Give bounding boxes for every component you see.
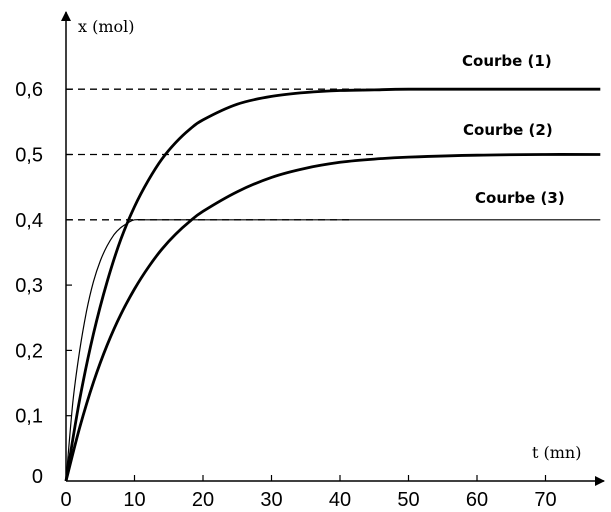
x-tick-label: 30 xyxy=(260,489,282,511)
series-label-courbe-2: Courbe (2) xyxy=(463,121,553,139)
x-tick-label: 60 xyxy=(466,489,488,511)
y-tick-label: 0 xyxy=(32,466,43,488)
series-line-3 xyxy=(65,218,601,482)
series-label-courbe-3: Courbe (3) xyxy=(475,189,565,207)
series-line-2 xyxy=(64,153,601,482)
series-label-courbe-1: Courbe (1) xyxy=(462,52,552,70)
y-tick-label: 0,2 xyxy=(15,340,43,362)
y-tick-label: 0,3 xyxy=(15,275,43,297)
y-tick-label: 0,6 xyxy=(15,79,43,101)
x-tick-label: 50 xyxy=(397,489,419,511)
y-tick-label: 0,4 xyxy=(15,210,43,232)
reference-lines xyxy=(66,88,375,221)
axes xyxy=(61,11,605,486)
x-tick-label: 0 xyxy=(60,489,71,511)
curves xyxy=(64,87,601,482)
series-line-1 xyxy=(64,87,601,482)
x-tick-label: 70 xyxy=(534,489,556,511)
x-tick-label: 20 xyxy=(192,489,214,511)
ticks: 0 10 20 30 40 50 60 70 0 0,1 0,2 0,3 0,4 0,5 0,6 xyxy=(15,79,556,511)
x-tick-label: 40 xyxy=(329,489,351,511)
x-tick-label: 10 xyxy=(123,489,145,511)
y-axis-label: x (mol) xyxy=(78,17,135,36)
y-tick-label: 0,5 xyxy=(15,145,43,167)
labels: x (mol) t (mn) Courbe (1) Courbe (2) Cou… xyxy=(78,17,581,462)
y-tick-label: 0,1 xyxy=(15,406,43,428)
x-axis-label: t (mn) xyxy=(532,443,581,462)
